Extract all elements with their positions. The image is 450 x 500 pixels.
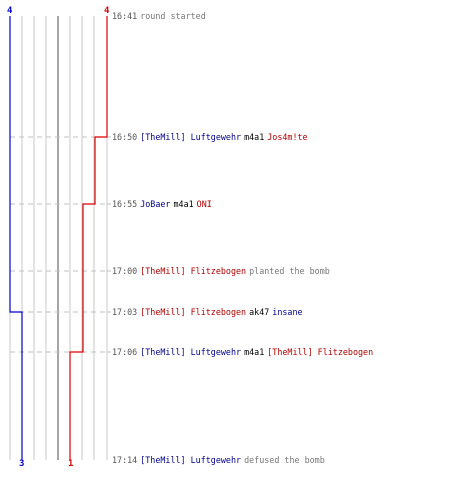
event-time: 17:03 — [112, 307, 138, 317]
event-time: 16:55 — [112, 199, 138, 209]
event-row: 17:03 [TheMill] Flitzebogen ak47 insane — [112, 306, 306, 318]
event-guide-lines — [10, 136, 111, 353]
event-text: [TheMill] Luftgewehr — [140, 455, 242, 465]
event-text: m4a1 — [244, 132, 265, 142]
event-text: planted the bomb — [249, 266, 330, 276]
team-player-count-lines — [9, 16, 108, 460]
red-team-count-line — [69, 16, 108, 460]
red-team-end-count: 1 — [68, 459, 74, 469]
blue-team-end-count: 3 — [19, 459, 25, 469]
event-text: defused the bomb — [244, 455, 325, 465]
event-time: 17:14 — [112, 455, 138, 465]
event-text: [TheMill] Luftgewehr — [140, 347, 242, 357]
event-text: m4a1 — [173, 199, 194, 209]
event-text: Jos4m!te — [267, 132, 308, 142]
event-row: 17:06 [TheMill] Luftgewehr m4a1 [TheMill] F… — [112, 346, 376, 358]
event-row: 16:41 round started — [112, 10, 209, 22]
event-text: round started — [140, 11, 206, 21]
event-text: ak47 — [249, 307, 270, 317]
event-text: m4a1 — [244, 347, 265, 357]
event-time: 16:41 — [112, 11, 138, 21]
event-row: 17:00 [TheMill] Flitzebogen planted the bo… — [112, 265, 333, 277]
red-team-start-count: 4 — [104, 6, 110, 16]
event-text: JoBaer — [140, 199, 171, 209]
event-row: 16:55 JoBaer m4a1 ONI — [112, 198, 215, 210]
blue-team-count-line — [9, 16, 23, 460]
event-time: 16:50 — [112, 132, 138, 142]
event-text: [TheMill] Flitzebogen — [140, 307, 247, 317]
event-row: 16:50 [TheMill] Luftgewehr m4a1 Jos4m!te — [112, 131, 311, 143]
blue-team-start-count: 4 — [7, 6, 13, 16]
event-text: insane — [272, 307, 303, 317]
event-text: [TheMill] Flitzebogen — [267, 347, 374, 357]
event-time: 17:00 — [112, 266, 138, 276]
team-grid — [9, 16, 108, 460]
event-text: [TheMill] Luftgewehr — [140, 132, 242, 142]
event-row: 17:14 [TheMill] Luftgewehr defused the bom… — [112, 454, 328, 466]
event-text: ONI — [196, 199, 212, 209]
event-time: 17:06 — [112, 347, 138, 357]
event-text: [TheMill] Flitzebogen — [140, 266, 247, 276]
